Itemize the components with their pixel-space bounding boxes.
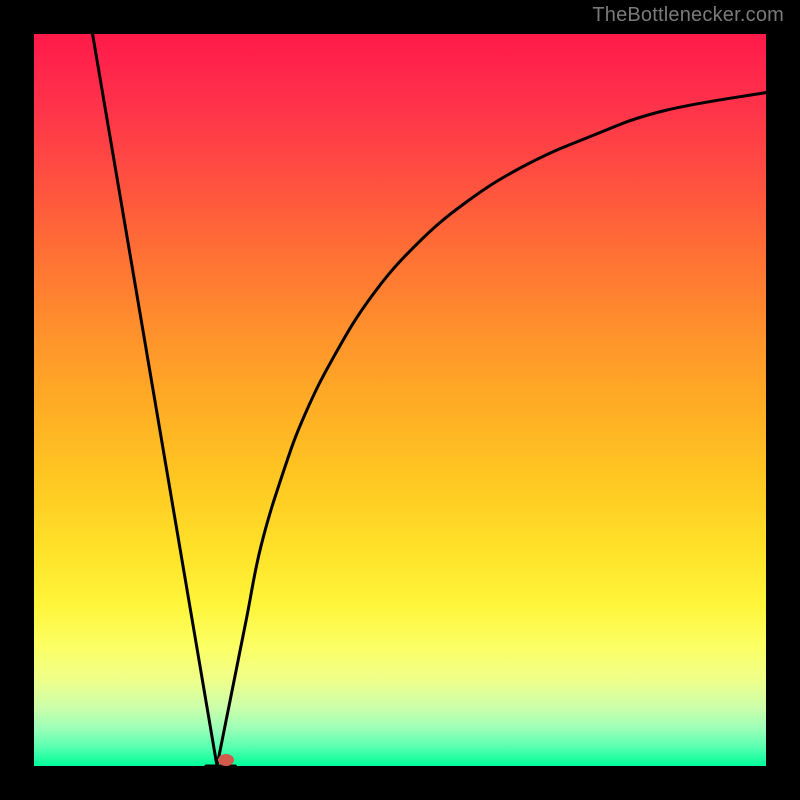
watermark-text: TheBottlenecker.com [592,4,784,27]
plot-area [34,34,766,766]
vertex-marker [218,754,234,766]
bottleneck-curve [93,34,766,766]
curve-svg [34,34,766,766]
chart-container: TheBottlenecker.com [0,0,800,800]
